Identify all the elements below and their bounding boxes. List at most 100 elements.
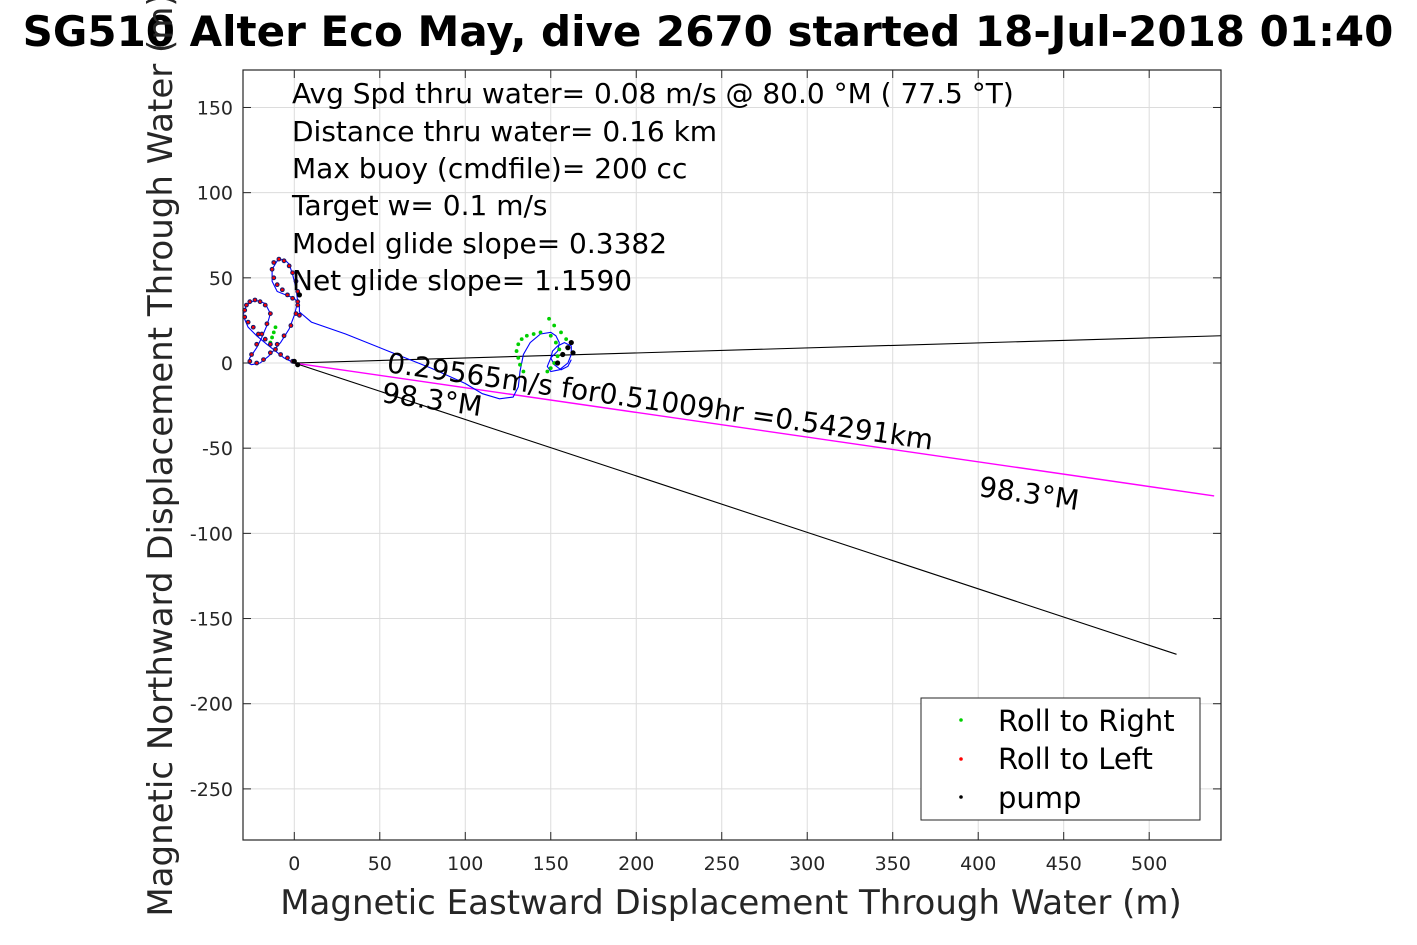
x-tick-label: 100 bbox=[447, 853, 483, 875]
roll-to-left-point bbox=[296, 290, 300, 293]
roll-to-left-point bbox=[269, 312, 272, 315]
roll-to-left-point bbox=[243, 308, 247, 312]
roll-to-left-point bbox=[250, 353, 253, 356]
legend-marker-roll-left bbox=[959, 757, 963, 761]
roll-to-left-point bbox=[282, 334, 286, 338]
roll-to-left-point bbox=[269, 342, 272, 346]
roll-to-left-point bbox=[287, 264, 291, 268]
x-tick-label: 50 bbox=[368, 853, 392, 875]
y-tick-label: -50 bbox=[202, 438, 233, 460]
y-tick-label: -250 bbox=[190, 779, 233, 801]
stats-block: Avg Spd thru water= 0.08 m/s @ 80.0 °M (… bbox=[291, 77, 1014, 297]
reference-lines bbox=[294, 335, 1222, 655]
roll-to-right-point bbox=[519, 337, 524, 342]
roll-to-left-point bbox=[294, 312, 298, 315]
roll-to-left-point bbox=[269, 351, 272, 355]
roll-to-right-point bbox=[271, 330, 276, 335]
legend-box bbox=[920, 697, 1201, 821]
roll-to-right-point bbox=[552, 361, 557, 365]
legend-roll-right: Roll to Right bbox=[998, 704, 1175, 738]
roll-to-left-point bbox=[291, 271, 294, 275]
roll-to-left-point bbox=[270, 268, 274, 271]
stat-net-glide: Net glide slope= 1.1590 bbox=[292, 264, 632, 297]
roll-to-left-point bbox=[260, 332, 264, 336]
x-tick-label: 0 bbox=[288, 853, 300, 875]
x-tick-label: 500 bbox=[1131, 853, 1167, 875]
roll-to-left-point bbox=[257, 332, 260, 336]
roll-to-right-point bbox=[514, 349, 519, 353]
data-points bbox=[242, 256, 576, 374]
roll-to-right-point bbox=[555, 354, 560, 359]
roll-to-right-point bbox=[538, 330, 543, 335]
roll-to-right-point bbox=[270, 335, 274, 340]
roll-to-left-point bbox=[279, 353, 282, 356]
roll-to-right-point bbox=[552, 323, 557, 328]
roll-to-left-point bbox=[263, 337, 267, 341]
heading-line-b bbox=[294, 362, 1177, 655]
x-tick-label: 450 bbox=[1046, 853, 1082, 875]
y-tick-label: -150 bbox=[190, 609, 233, 631]
y-axis-label: Magnetic Northward Displacement Through … bbox=[141, 0, 181, 917]
roll-to-left-point bbox=[274, 348, 277, 351]
roll-to-left-point bbox=[286, 356, 289, 360]
roll-to-left-point bbox=[251, 325, 255, 329]
x-tick-label: 150 bbox=[533, 853, 569, 875]
roll-to-right-point bbox=[531, 332, 536, 336]
tick-labels: 0 50 100 150 200 250 300 350 400 450 500150100500-… bbox=[190, 70, 1221, 875]
roll-to-left-point bbox=[286, 293, 289, 297]
roll-to-left-point bbox=[298, 314, 301, 317]
roll-to-right-point bbox=[521, 369, 526, 374]
legend-pump: pump bbox=[998, 781, 1081, 815]
pump-point bbox=[291, 358, 297, 364]
pump-point bbox=[570, 350, 576, 356]
x-tick-label: 400 bbox=[960, 853, 996, 875]
y-tick-label: 100 bbox=[197, 183, 233, 205]
roll-to-right-point bbox=[516, 355, 521, 360]
y-tick-label: -200 bbox=[190, 694, 233, 716]
roll-to-right-point bbox=[557, 347, 562, 352]
legend-marker-roll-right bbox=[959, 718, 963, 722]
roll-to-left-point bbox=[246, 320, 250, 324]
legend-marker-pump bbox=[959, 795, 963, 799]
roll-to-left-point bbox=[248, 360, 252, 363]
roll-to-left-point bbox=[272, 261, 276, 264]
roll-to-left-point bbox=[281, 288, 284, 292]
pump-point bbox=[565, 345, 571, 351]
pump-point bbox=[568, 339, 574, 346]
y-tick-label: 150 bbox=[197, 97, 233, 119]
roll-to-right-point bbox=[518, 362, 522, 367]
roll-to-left-point bbox=[275, 342, 279, 346]
roll-to-left-point bbox=[243, 315, 247, 319]
y-tick-label: -100 bbox=[190, 523, 233, 545]
roll-to-right-point bbox=[516, 342, 521, 347]
roll-to-right-point bbox=[564, 337, 569, 342]
roll-to-right-point bbox=[547, 316, 551, 321]
y-tick-label: 0 bbox=[221, 353, 233, 375]
pump-point bbox=[555, 360, 561, 366]
roll-to-left-point bbox=[263, 303, 267, 307]
roll-to-left-point bbox=[291, 296, 294, 300]
pump-point bbox=[296, 292, 303, 298]
pump-point bbox=[295, 362, 301, 368]
roll-to-left-point bbox=[272, 276, 276, 280]
roll-to-left-point bbox=[294, 279, 298, 283]
roll-to-left-point bbox=[255, 342, 258, 346]
roll-to-right-point bbox=[273, 325, 278, 330]
roll-to-right-point bbox=[559, 330, 563, 335]
roll-to-left-point bbox=[245, 303, 248, 307]
stat-target-w: Target w= 0.1 m/s bbox=[291, 189, 548, 222]
roll-to-right-point bbox=[553, 340, 558, 345]
roll-to-left-point bbox=[253, 298, 257, 302]
stat-model-glide: Model glide slope= 0.3382 bbox=[292, 227, 667, 260]
roll-to-right-point bbox=[524, 333, 529, 338]
x-tick-label: 300 bbox=[789, 853, 825, 875]
stat-max-buoy: Max buoy (cmdfile)= 200 cc bbox=[292, 152, 687, 185]
roll-to-left-point bbox=[296, 300, 300, 303]
roll-to-left-point bbox=[289, 324, 293, 327]
roll-to-right-point bbox=[545, 369, 550, 374]
legend-roll-left: Roll to Left bbox=[998, 742, 1153, 776]
chart-title: SG510 Alter Eco May, dive 2670 started 1… bbox=[23, 7, 1394, 56]
x-tick-label: 250 bbox=[704, 853, 740, 875]
current-line bbox=[294, 362, 1215, 497]
